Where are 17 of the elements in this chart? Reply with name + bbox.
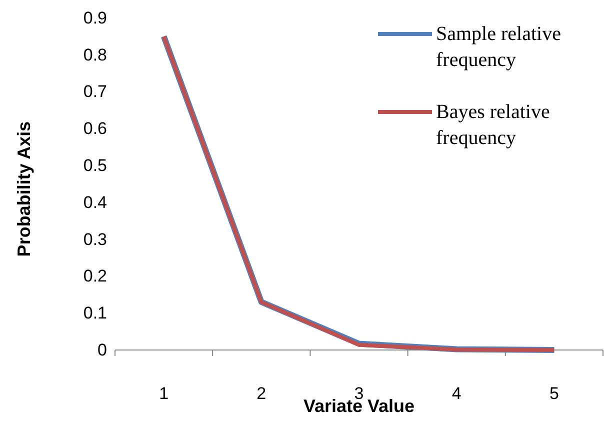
legend-label: Sample relative frequency <box>436 23 562 71</box>
y-tick-label: 0.1 <box>83 304 107 323</box>
y-tick-label: 0.4 <box>83 192 107 212</box>
y-tick-label: 0.7 <box>83 82 107 102</box>
legend-label: Bayes relative frequency <box>436 101 550 149</box>
y-tick-label: 0.2 <box>83 266 107 286</box>
y-tick-label: 0.3 <box>83 230 107 249</box>
y-tick-label: 0.5 <box>83 156 107 175</box>
x-tick-label: 5 <box>549 384 559 403</box>
y-tick-label: 0.6 <box>83 119 107 138</box>
y-tick-label: 0.8 <box>83 45 107 64</box>
y-tick-label: 0.9 <box>83 8 107 28</box>
y-tick-label: 0 <box>98 340 107 360</box>
x-tick-label: 2 <box>256 384 266 403</box>
y-axis-title: Probability Axis <box>14 121 34 257</box>
x-tick-label: 1 <box>159 384 169 403</box>
x-tick-label: 4 <box>452 384 462 403</box>
